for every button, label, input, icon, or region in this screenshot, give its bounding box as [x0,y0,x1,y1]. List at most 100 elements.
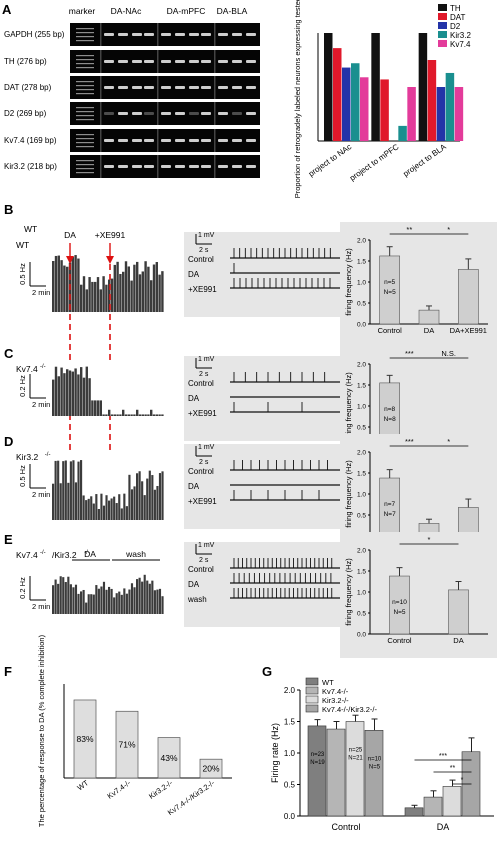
rate-bin [102,276,105,312]
x-tick-label: DA+XE991 [450,326,487,335]
y-tick-label: 0.5 [357,425,366,432]
rate-bin [130,489,134,520]
panel-b-letter: B [4,202,13,217]
rate-bin [80,284,83,312]
rate-bin [60,260,63,312]
gel-divider [100,102,102,125]
rate-bin [151,580,154,614]
rate-bin [113,496,116,520]
rate-bin [110,588,113,614]
rate-bin [85,289,88,312]
rate-bin [92,503,95,520]
rate-bin [62,461,65,520]
genotype-superscript: -/- [40,550,46,556]
legend-label: Kir3.2-/- [322,696,349,705]
gel-divider [100,155,102,178]
bar [115,710,139,779]
rate-bin [113,414,116,416]
rate-bin [77,461,80,520]
rate-bin [105,589,108,614]
rate-bin [62,577,65,614]
gel-row-label: Kv7.4 (169 bp) [4,136,57,145]
bar [326,728,346,817]
bar [448,589,469,635]
rate-bin [127,414,130,416]
rate-bin [57,460,60,520]
rate-bin [123,493,126,520]
gel-band [104,139,114,142]
gel-divider [214,155,216,178]
rate-bin [80,367,83,416]
gel-band [218,60,228,63]
gel-band [161,86,171,89]
gel-band [246,112,256,115]
rate-bin [100,493,103,520]
panel-d-letter: D [4,434,13,449]
panel-c-letter: C [4,346,14,361]
rate-bin [80,460,83,520]
rate-bin [57,255,60,312]
gel-band [232,60,242,63]
rate-bin [64,460,67,520]
rate-bin [82,589,85,614]
gel-ladder-band [76,164,94,166]
rate-bin [90,496,93,520]
legend-label: TH [450,4,461,13]
y-tick-label: 1.0 [357,590,366,597]
rate-bin [105,495,108,520]
gel-band [144,60,154,63]
gel-band [132,33,142,36]
rate-bin [66,266,69,312]
genotype-label: Kv7.4 [16,550,38,560]
gel-band [246,139,256,142]
gel-band [104,60,114,63]
gel-band [144,33,154,36]
x-tick-label: DA [424,326,434,335]
gel-divider [214,23,216,46]
legend-label: Kir3.2 [450,31,471,40]
legend-swatch [305,695,319,704]
rate-bin [63,373,66,416]
sig-label: * [461,777,464,784]
rate-bin [155,262,158,312]
y-tick-label: 2.0 [357,238,366,245]
rate-bin [94,281,97,312]
legend-swatch [438,40,447,47]
rate-bin [124,261,128,312]
bar [199,758,223,779]
gel-band [144,165,154,168]
gel-ladder-band [76,67,94,69]
trace-label: Control [188,565,214,574]
bar-kir3-2 [398,125,407,141]
n-label: n=25 [349,748,363,754]
gel-header: marker [69,6,96,16]
gel-band [201,165,211,168]
rate-bin [66,369,69,416]
x-tick-label: WT [75,778,90,792]
rate-bin [161,271,164,312]
gel-band [104,33,114,36]
rate-bin [54,366,58,416]
rate-bin [110,414,114,416]
rate-bin [52,483,55,520]
bar [345,721,365,817]
rate-bin [91,281,94,312]
legend-label: Kv7.4-/-/Kir3.2-/- [322,705,378,714]
gel-ladder-band [76,36,94,38]
bar [458,507,479,537]
rate-bin [124,414,128,416]
rate-bin [108,586,111,614]
rate-bin [97,588,100,614]
rate-bin [77,374,80,416]
trace-label: DA [188,580,200,589]
wash-label: wash [125,549,146,559]
scale-label-y: 0.5 Hz [18,465,27,487]
gel-row-label: TH (276 bp) [4,57,47,66]
rate-bin [133,486,136,520]
rate-bin [72,460,75,520]
bar-d2 [436,87,446,141]
rate-bin [82,276,86,312]
scale-label-x: 2 min [32,490,50,499]
y-tick-label: 0.5 [357,301,366,308]
